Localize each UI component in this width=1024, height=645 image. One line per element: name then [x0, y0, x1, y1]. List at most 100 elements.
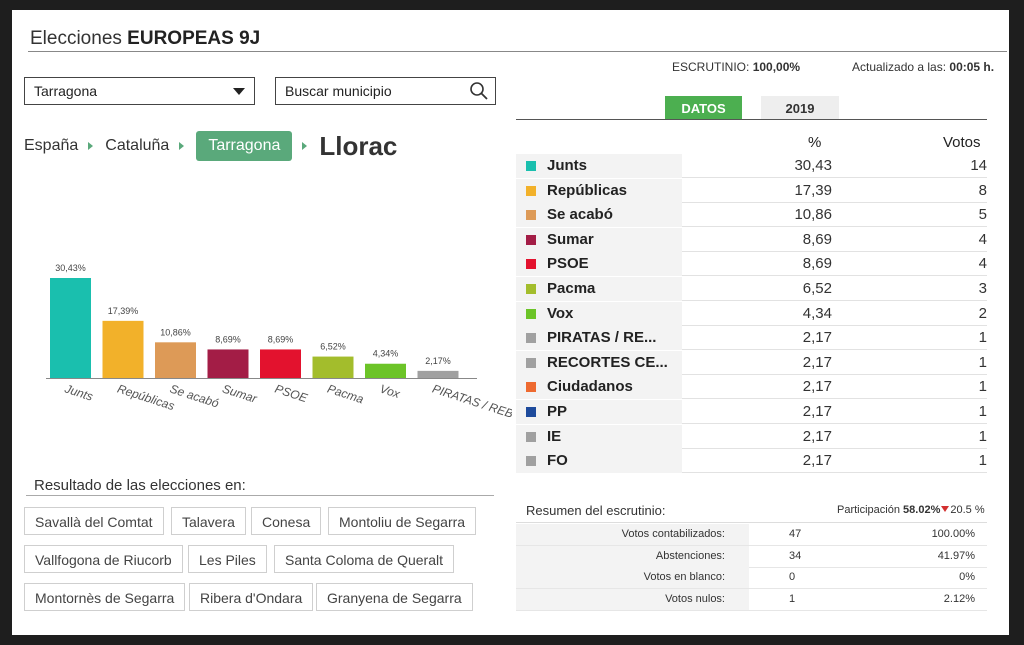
party-cell [516, 227, 682, 252]
column-header-pct: % [808, 134, 822, 151]
party-color-swatch [526, 431, 536, 442]
party-color-swatch [526, 382, 536, 393]
table-row: Vox 4,34 2 [516, 301, 987, 326]
party-votes: 5 [978, 206, 987, 224]
province-select[interactable]: Tarragona [24, 77, 255, 105]
chart-data-label: 6,52% [320, 342, 346, 352]
party-percentage: 2,17 [802, 403, 832, 420]
table-row: Ciudadanos 2,17 1 [516, 375, 987, 400]
party-name: Vox [547, 304, 574, 322]
chart-bar[interactable] [312, 356, 354, 378]
results-divider [26, 495, 494, 496]
summary-label: Abstenciones: [516, 545, 749, 567]
party-percentage: 2,17 [802, 353, 832, 371]
party-name: Ciudadanos [547, 378, 633, 396]
page-title: Elecciones EUROPEAS 9J [30, 28, 260, 50]
summary-count: 0 [789, 571, 796, 583]
municipality-link[interactable]: Santa Coloma de Queralt [274, 545, 454, 573]
summary-label: Votos contabilizados: [516, 524, 749, 545]
chart-category-label: Repúblicas [116, 382, 177, 414]
breadcrumb-spain[interactable]: España [24, 137, 79, 154]
search-icon[interactable] [469, 81, 489, 101]
party-name: Se acabó [547, 206, 613, 224]
chart-category-label: Sumar [221, 382, 260, 407]
party-name: FO [547, 452, 568, 470]
results-title: Resultado de las elecciones en: [34, 477, 246, 494]
title-divider [28, 51, 1007, 52]
tab-2019[interactable]: 2019 [761, 96, 839, 120]
party-name: Pacma [547, 280, 596, 297]
chart-category-label: PIRATAS / REB [431, 382, 512, 421]
party-votes: 1 [978, 452, 987, 470]
summary-divider [516, 522, 987, 523]
municipality-link[interactable]: Les Piles [188, 545, 267, 573]
municipality-link[interactable]: Vallfogona de Riucorb [24, 545, 183, 573]
party-name: PIRATAS / RE... [547, 329, 657, 347]
summary-title: Resumen del escrutinio: [526, 503, 666, 518]
province-select-value: Tarragona [34, 83, 98, 99]
breadcrumb: España Cataluña Tarragona Llorac [24, 131, 397, 161]
table-row: Junts 30,43 14 [516, 154, 987, 178]
title-election: EUROPEAS 9J [127, 28, 261, 49]
results-page: Elecciones EUROPEAS 9J Tarragona Buscar … [12, 10, 1009, 635]
municipality-link[interactable]: Granyena de Segarra [316, 583, 473, 611]
chart-data-label: 10,86% [160, 327, 191, 337]
breadcrumb-arrow-icon [88, 142, 94, 150]
municipality-link[interactable]: Ribera d'Ondara [189, 583, 314, 611]
participation-delta: 20.5 [950, 504, 972, 516]
party-color-swatch [526, 407, 536, 417]
party-votes: 8 [978, 181, 987, 199]
caret-down-icon [233, 88, 245, 95]
municipality-link[interactable]: Montoliu de Segarra [328, 507, 477, 535]
escrutinio-status: ESCRUTINIO: 100,00% [672, 60, 800, 74]
party-votes: 2 [978, 304, 987, 322]
chart-category-label: Pacma [326, 382, 366, 407]
town-name: Llorac [319, 130, 398, 161]
escrutinio-value: 100,00% [752, 60, 801, 74]
breadcrumb-catalonia[interactable]: Cataluña [105, 137, 170, 154]
breadcrumb-province[interactable]: Tarragona [196, 131, 293, 161]
party-votes: 1 [978, 403, 987, 420]
municipality-link[interactable]: Conesa [251, 507, 322, 535]
chart-data-label: 30,43% [55, 263, 86, 273]
summary-percentage: 0% [959, 571, 975, 583]
party-cell [516, 449, 682, 474]
summary-percentage: 100.00% [931, 528, 975, 540]
party-percentage: 2,17 [802, 329, 832, 347]
chart-bar[interactable] [155, 342, 196, 378]
party-color-swatch [526, 259, 536, 270]
party-color-swatch [526, 456, 536, 467]
municipality-link[interactable]: Talavera [171, 507, 246, 535]
chart-bar[interactable] [207, 349, 249, 378]
updated-value: 00:05 h. [949, 60, 995, 74]
summary-row: Votos contabilizados: 47 100.00% [516, 524, 987, 546]
chart-bar[interactable] [260, 349, 301, 378]
party-percentage: 8,69 [802, 255, 832, 273]
party-cell [516, 350, 682, 375]
summary-row: Abstenciones: 34 41.97% [516, 545, 987, 568]
chart-bar[interactable] [365, 363, 406, 378]
table-row: Se acabó 10,86 5 [516, 203, 987, 228]
party-color-swatch [526, 333, 536, 344]
participation: Participación 58.02% 20.5 % [837, 504, 985, 516]
party-votes: 1 [978, 427, 987, 445]
chart-bar[interactable] [417, 370, 459, 378]
party-percentage: 6,52 [802, 280, 832, 297]
municipality-link[interactable]: Savallà del Comtat [24, 507, 164, 535]
participation-value: 58.02% [903, 504, 941, 516]
party-percentage: 2,17 [802, 452, 832, 470]
tab-datos[interactable]: DATOS [665, 96, 742, 120]
chart-data-label: 8,69% [268, 334, 294, 344]
breadcrumb-arrow-icon [302, 142, 308, 150]
table-row: PP 2,17 1 [516, 400, 987, 424]
table-row: FO 2,17 1 [516, 449, 987, 474]
municipality-link[interactable]: Montornès de Segarra [24, 583, 186, 611]
party-cell [516, 154, 682, 178]
party-color-swatch [526, 357, 536, 368]
municipality-search-input[interactable]: Buscar municipio [275, 77, 496, 105]
party-color-swatch [526, 185, 536, 196]
chart-bar[interactable] [102, 320, 144, 378]
party-votes: 4 [978, 255, 987, 273]
chart-bar[interactable] [50, 278, 91, 378]
breadcrumb-arrow-icon [179, 142, 185, 150]
